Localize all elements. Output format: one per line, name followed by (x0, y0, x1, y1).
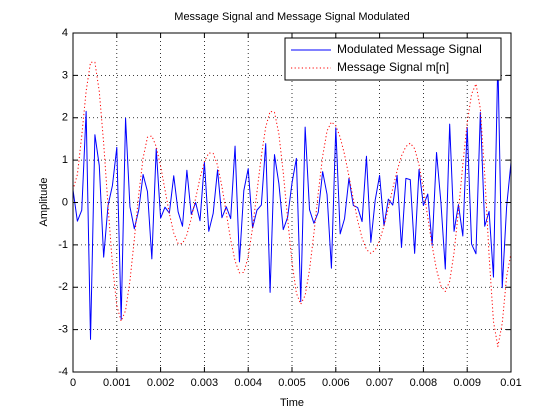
series-line (72, 58, 512, 340)
lines (72, 58, 512, 348)
x-tick-label: 0.001 (103, 377, 131, 389)
x-axis-label: Time (280, 397, 304, 409)
y-tick-label: 4 (62, 27, 68, 39)
x-tick-label: 0.009 (453, 377, 481, 389)
x-tick-label: 0.003 (191, 377, 219, 389)
chart-title: Message Signal and Message Signal Modula… (174, 11, 409, 23)
y-tick-label: -2 (58, 281, 68, 293)
y-tick-label: 1 (62, 154, 68, 166)
legend-box (284, 37, 502, 81)
y-axis-label: Amplitude (38, 178, 50, 227)
x-tick-label: 0.005 (278, 377, 306, 389)
legend: Modulated Message Signal Message Signal m… (284, 37, 502, 81)
x-tick-label: 0.006 (322, 377, 350, 389)
y-tick-label: -4 (58, 366, 68, 378)
legend-label: Modulated Message Signal (337, 42, 482, 56)
ticks: 0 0.001 0.002 0.003 0.004 0.005 0.006 0.007 0.00… (58, 27, 521, 389)
x-tick-label: 0 (70, 377, 76, 389)
legend-label: Message Signal m[n] (337, 60, 449, 74)
x-tick-label: 0.007 (366, 377, 394, 389)
x-tick-label: 0.01 (500, 377, 521, 389)
y-tick-label: -1 (58, 239, 68, 251)
y-tick-label: 2 (62, 112, 68, 124)
y-tick-label: 0 (62, 196, 68, 208)
x-tick-label: 0.008 (410, 377, 438, 389)
series-line (72, 61, 512, 348)
x-tick-label: 0.004 (234, 377, 262, 389)
y-tick-label: -3 (58, 324, 68, 336)
y-tick-label: 3 (62, 69, 68, 81)
x-tick-label: 0.002 (147, 377, 175, 389)
